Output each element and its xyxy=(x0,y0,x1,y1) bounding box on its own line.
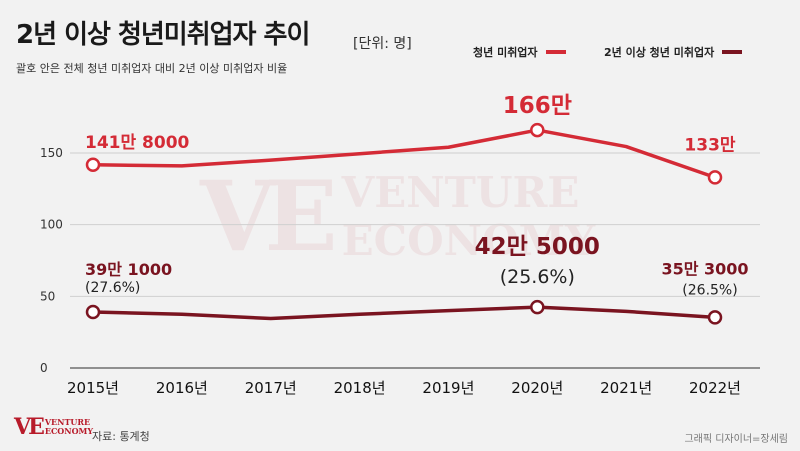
data-point-marker xyxy=(85,304,101,320)
data-point-marker xyxy=(85,157,101,173)
data-point-marker xyxy=(530,299,545,315)
watermark-line2: ECONOMY xyxy=(341,215,596,265)
x-tick-label: 2018년 xyxy=(334,379,386,397)
data-point-marker xyxy=(707,170,723,185)
source-note: 자료: 통계청 xyxy=(92,430,150,443)
y-tick-label: 50 xyxy=(40,289,55,303)
legend-item-long-term-unemployed: 2년 이상 청년 미취업자 xyxy=(604,44,743,60)
data-point-marker xyxy=(707,310,723,325)
unit-label: [단위: 명] xyxy=(353,36,412,52)
logo-line2: ECONOMY xyxy=(44,426,94,436)
watermark-line1: VENTURE xyxy=(341,167,580,217)
legend-swatch xyxy=(722,50,743,54)
logo-mark: VE xyxy=(14,414,45,440)
data-label: 166만 xyxy=(503,93,572,119)
logo-line1: VENTURE xyxy=(44,417,91,427)
credit-note: 그래픽 디자이너=장세림 xyxy=(684,434,788,445)
y-tick-label: 150 xyxy=(40,146,63,160)
y-tick-label: 0 xyxy=(40,361,48,375)
x-tick-label: 2015년 xyxy=(67,379,119,397)
watermark: VE VENTURE ECONOMY xyxy=(200,160,595,273)
y-tick-label: 100 xyxy=(40,218,63,232)
x-tick-label: 2022년 xyxy=(689,379,741,397)
page-title: 2년 이상 청년미취업자 추이 xyxy=(16,20,310,50)
data-sublabel: (25.6%) xyxy=(500,266,575,288)
logo: VE VENTURE ECONOMY xyxy=(14,414,93,440)
data-label: 133만 xyxy=(684,135,735,155)
data-sublabel: (26.5%) xyxy=(682,282,737,298)
chart-subtitle: 괄호 안은 전체 청년 미취업자 대비 2년 이상 미취업자 비율 xyxy=(16,62,288,75)
data-label: 35만 3000 xyxy=(661,259,748,278)
data-sublabel: (27.6%) xyxy=(85,280,140,296)
x-tick-label: 2017년 xyxy=(245,379,297,397)
legend-item-youth-unemployed: 청년 미취업자 xyxy=(473,44,566,60)
x-tick-label: 2020년 xyxy=(511,379,563,397)
data-label: 141만 8000 xyxy=(85,133,190,153)
data-point-marker xyxy=(530,122,545,138)
watermark-logo-mark: VE xyxy=(200,160,338,273)
legend-swatch xyxy=(545,50,566,54)
x-tick-label: 2016년 xyxy=(156,379,208,397)
data-label: 42만 5000 xyxy=(475,234,600,260)
x-tick-label: 2021년 xyxy=(600,379,652,397)
legend-label: 청년 미취업자 xyxy=(473,46,538,59)
data-label: 39만 1000 xyxy=(85,260,172,279)
x-tick-label: 2019년 xyxy=(422,379,474,397)
series-line xyxy=(91,305,717,321)
series-line xyxy=(91,128,717,180)
legend-label: 2년 이상 청년 미취업자 xyxy=(604,46,715,59)
